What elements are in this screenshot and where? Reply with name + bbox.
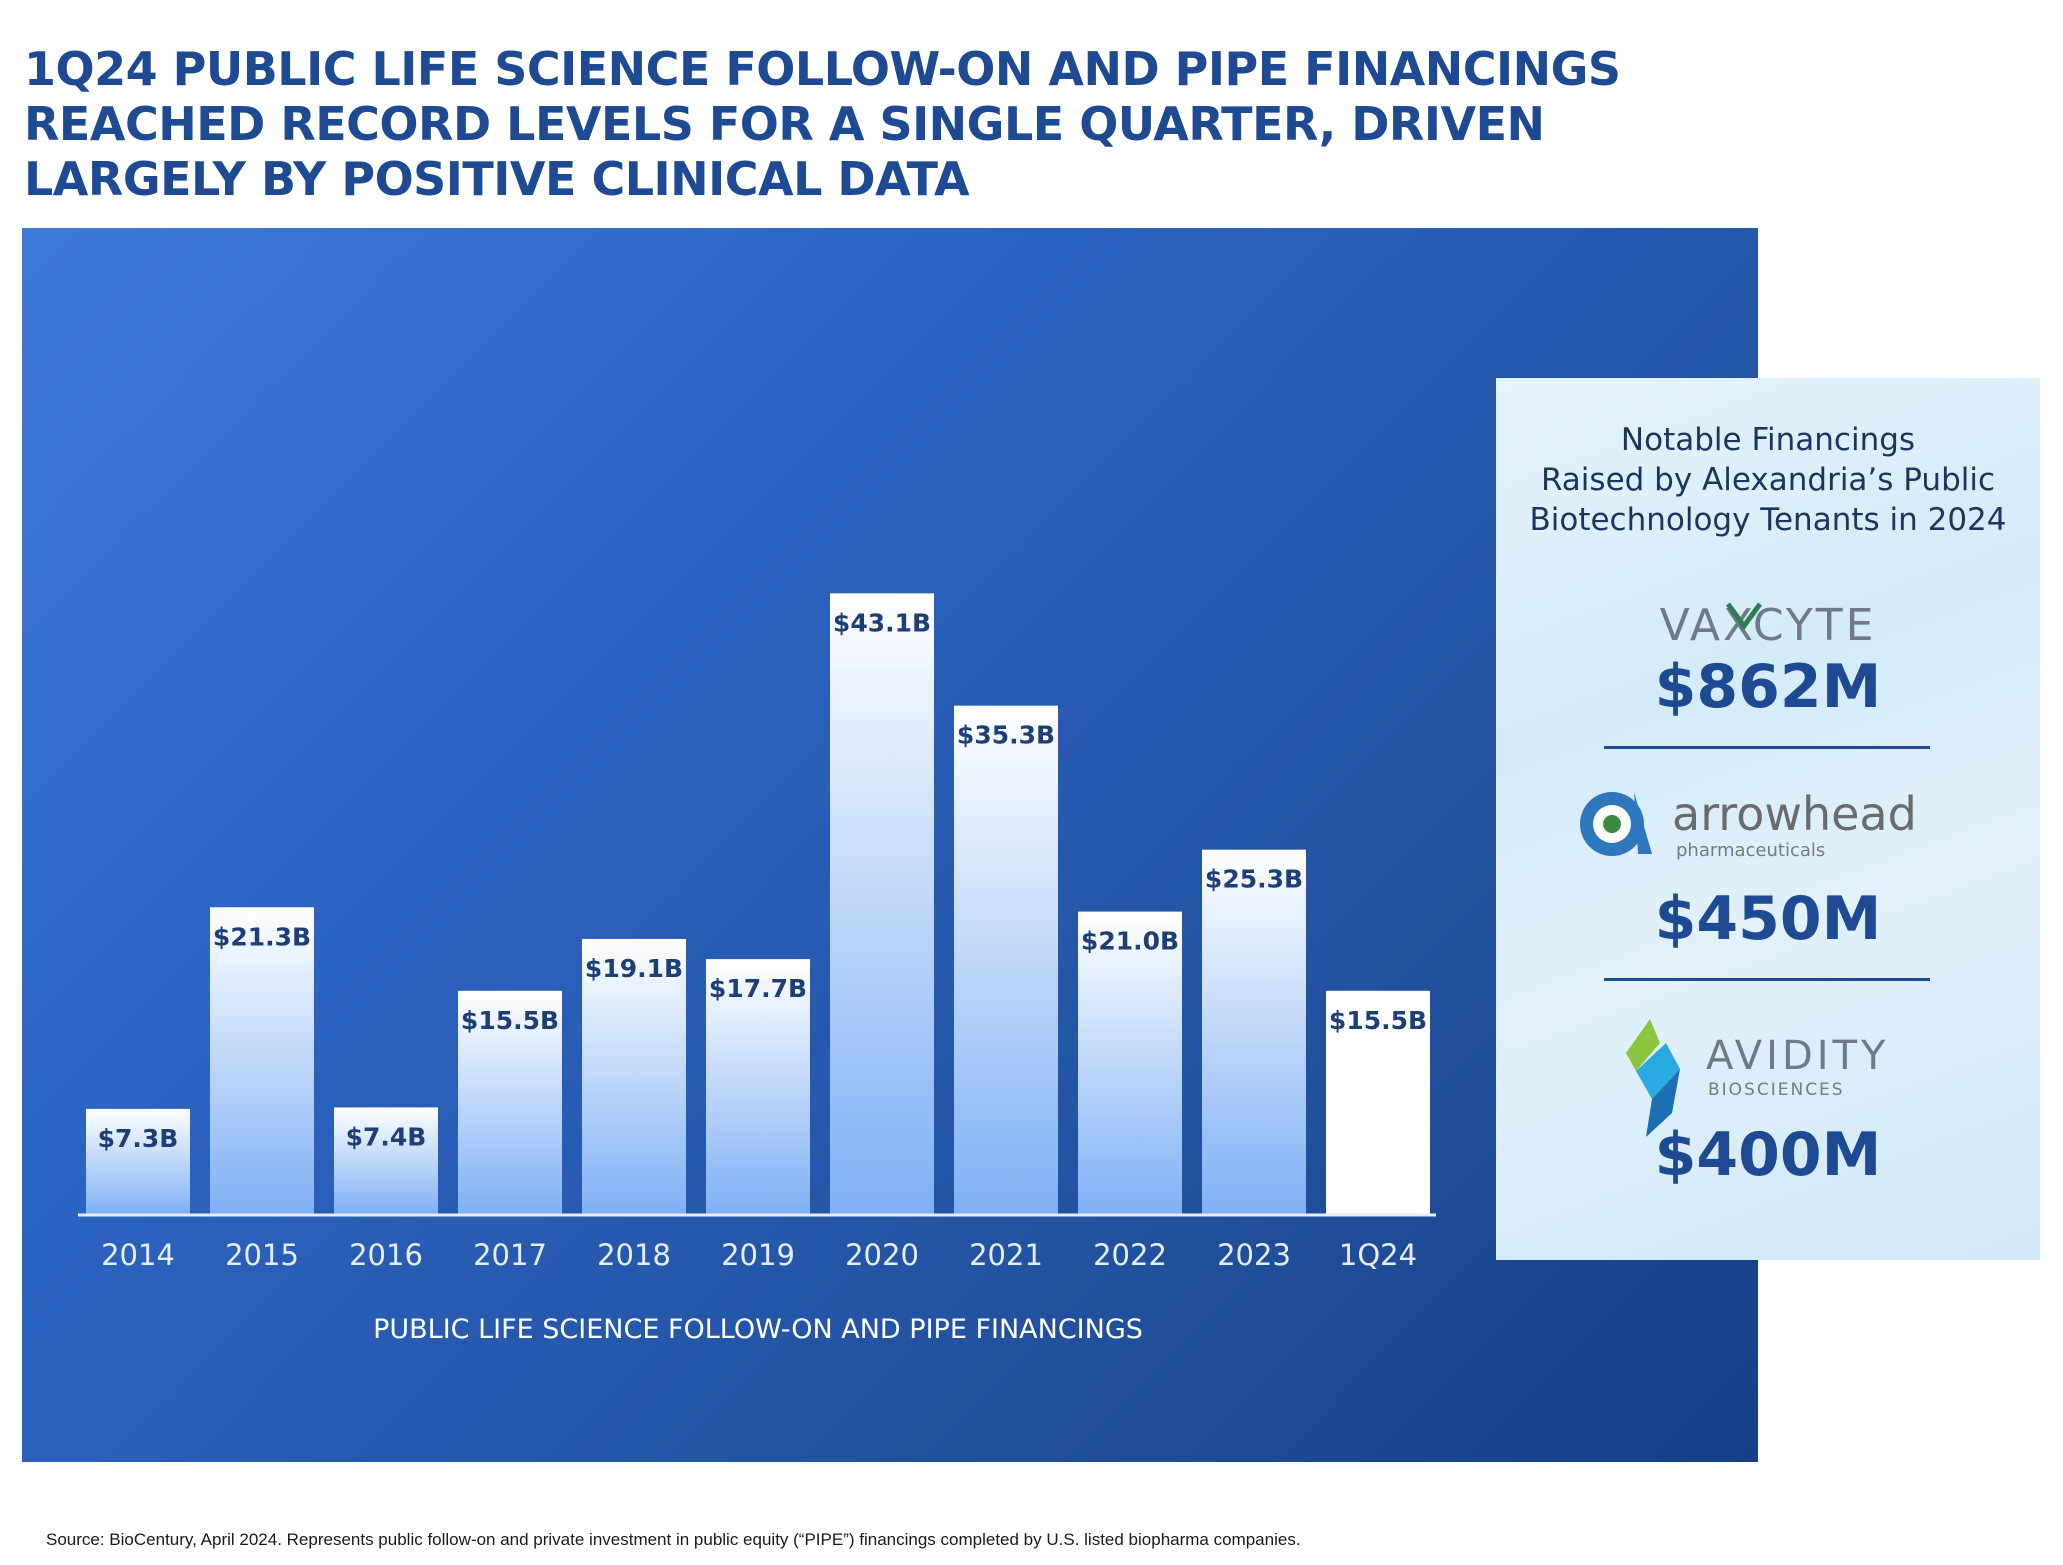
x-tick-label-2016: 2016 [349, 1238, 423, 1272]
arrowhead-logo-text: arrowhead [1672, 788, 1917, 841]
x-axis-title: PUBLIC LIFE SCIENCE FOLLOW-ON AND PIPE F… [373, 1314, 1143, 1345]
source-note: Source: BioCentury, April 2024. Represen… [46, 1530, 1301, 1549]
x-tick-label-1q24: 1Q24 [1339, 1238, 1417, 1272]
value-label-1q24: $15.5B [1329, 1006, 1427, 1035]
avidity-mark-green [1626, 1019, 1660, 1071]
bar-2023 [1202, 849, 1306, 1214]
vaxcyte-logo-text: VAXCYTE [1660, 600, 1877, 651]
value-labels-group: $7.3B $21.3B $7.4B $15.5B $19.1B $17.7B $43.1B… [98, 608, 1427, 1153]
value-label-2020: $43.1B [833, 608, 931, 637]
x-tick-label-2017: 2017 [473, 1238, 547, 1272]
title-line-2: REACHED RECORD LEVELS FOR A SINGLE QUART… [24, 97, 1545, 151]
value-label-2018: $19.1B [585, 954, 683, 983]
bars-group [86, 593, 1430, 1214]
bar-2022 [1078, 911, 1182, 1214]
value-label-2023: $25.3B [1205, 865, 1303, 894]
avidity-logo-subtext: BIOSCIENCES [1708, 1080, 1845, 1100]
bar-2019 [706, 959, 810, 1214]
avidity-logo-text: AVIDITY [1706, 1033, 1889, 1079]
bar-2021 [954, 705, 1058, 1214]
bar-1q24 [1326, 990, 1430, 1214]
x-tick-label-2022: 2022 [1093, 1238, 1167, 1272]
title-line-1: 1Q24 PUBLIC LIFE SCIENCE FOLLOW-ON AND P… [24, 42, 1621, 96]
x-tick-label-2023: 2023 [1217, 1238, 1291, 1272]
arrowhead-amount: $450M [1654, 884, 1882, 954]
value-label-2015: $21.3B [213, 922, 311, 951]
bar-2018 [582, 938, 686, 1214]
x-tick-labels-group: 2014 2015 2016 2017 2018 2019 2020 2021 2022 2023… [101, 1238, 1417, 1272]
value-label-2016: $7.4B [346, 1122, 427, 1151]
bar-2020 [830, 593, 934, 1214]
bar-2017 [458, 990, 562, 1214]
avidity-mark-dark [1646, 1069, 1680, 1137]
arrowhead-logo: arrowhead pharmaceuticals [1580, 788, 1917, 861]
heading-line-3: Biotechnology Tenants in 2024 [1529, 502, 2007, 538]
avidity-mark-blue [1636, 1043, 1680, 1099]
x-tick-label-2015: 2015 [225, 1238, 299, 1272]
arrowhead-logo-subtext: pharmaceuticals [1676, 840, 1825, 861]
page-title: 1Q24 PUBLIC LIFE SCIENCE FOLLOW-ON AND P… [24, 42, 1724, 207]
vaxcyte-logo: VAXCYTE [1660, 600, 1877, 651]
bar-2016 [334, 1107, 438, 1214]
value-label-2021: $35.3B [957, 721, 1055, 750]
x-tick-label-2019: 2019 [721, 1238, 795, 1272]
notable-financings-panel: Notable Financings Raised by Alexandria’… [1496, 378, 2040, 1260]
x-tick-label-2021: 2021 [969, 1238, 1043, 1272]
avidity-logo: AVIDITY BIOSCIENCES [1626, 1019, 1889, 1137]
value-label-2014: $7.3B [98, 1124, 179, 1153]
vaxcyte-amount: $862M [1654, 652, 1882, 722]
x-tick-label-2014: 2014 [101, 1238, 175, 1272]
arrowhead-mark-arrow [1634, 792, 1652, 854]
value-label-2022: $21.0B [1081, 927, 1179, 956]
bar-2014 [86, 1108, 190, 1214]
value-label-2019: $17.7B [709, 974, 807, 1003]
arrowhead-mark-center [1603, 815, 1621, 833]
value-label-2017: $15.5B [461, 1006, 559, 1035]
heading-line-1: Notable Financings [1620, 422, 1916, 458]
divider-2 [1604, 978, 1930, 981]
chart-panel: $7.3B $21.3B $7.4B $15.5B $19.1B $17.7B $43.1B… [22, 228, 1758, 1462]
heading-line-2: Raised by Alexandria’s Public [1540, 462, 1996, 498]
title-line-3: LARGELY BY POSITIVE CLINICAL DATA [24, 152, 970, 206]
x-tick-label-2020: 2020 [845, 1238, 919, 1272]
avidity-amount: $400M [1654, 1120, 1882, 1190]
notable-financings-heading: Notable Financings Raised by Alexandria’… [1496, 420, 2040, 540]
bar-2015 [210, 907, 314, 1214]
x-tick-label-2018: 2018 [597, 1238, 671, 1272]
vaxcyte-accent-mark [1725, 602, 1763, 631]
divider-1 [1604, 746, 1930, 749]
bar-chart: $7.3B $21.3B $7.4B $15.5B $19.1B $17.7B $43.1B… [78, 593, 1436, 1345]
